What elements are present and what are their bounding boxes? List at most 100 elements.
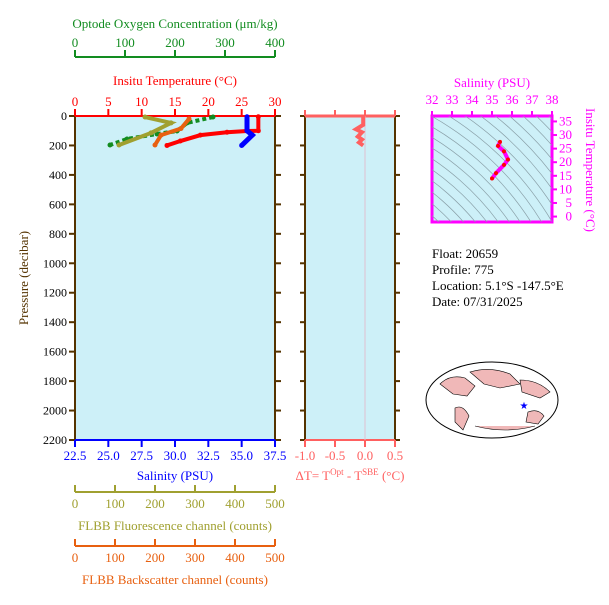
location: Location: 5.1°S -147.5°E bbox=[432, 278, 564, 293]
ts-x-axis-label: Salinity (PSU) bbox=[454, 75, 530, 90]
ts-y-tick-label: 35 bbox=[559, 113, 572, 128]
fluorescence-point bbox=[148, 130, 154, 136]
delta-label-part: - T bbox=[344, 468, 363, 483]
y-tick-label: 1000 bbox=[43, 256, 67, 270]
fluorescence-tick-label: 200 bbox=[145, 496, 165, 511]
y-tick-label: 1400 bbox=[43, 315, 67, 329]
temperature-tick-label: 0 bbox=[72, 94, 79, 109]
ts-x-tick-label: 37 bbox=[526, 92, 540, 107]
temperature-point bbox=[224, 129, 230, 135]
density-contour bbox=[432, 126, 532, 222]
temperature-point bbox=[197, 132, 203, 138]
density-contour bbox=[432, 158, 499, 222]
y-tick-label: 600 bbox=[49, 197, 67, 211]
density-contour bbox=[432, 180, 476, 222]
salinity-tick-label: 22.5 bbox=[64, 448, 87, 463]
salinity-point bbox=[244, 114, 250, 120]
temperature-tick-label: 5 bbox=[105, 94, 112, 109]
fluorescence-tick-label: 300 bbox=[185, 496, 205, 511]
temperature-tick-label: 15 bbox=[169, 94, 182, 109]
salinity-tick-label: 27.5 bbox=[130, 448, 153, 463]
density-contour bbox=[448, 116, 552, 222]
backscatter-point bbox=[186, 116, 192, 122]
backscatter-point bbox=[158, 132, 164, 138]
ts-y-tick-label: 30 bbox=[559, 127, 572, 142]
float-id: Float: 20659 bbox=[432, 246, 499, 261]
y-tick-label: 2000 bbox=[43, 404, 67, 418]
temperature-tick-label: 30 bbox=[269, 94, 282, 109]
ts-x-tick-label: 35 bbox=[486, 92, 499, 107]
salinity-point bbox=[239, 142, 245, 148]
ts-x-tick-label: 32 bbox=[426, 92, 439, 107]
y-tick-label: 0 bbox=[61, 109, 67, 123]
density-contour bbox=[508, 116, 552, 160]
ts-point bbox=[496, 143, 500, 148]
fluorescence-tick-label: 100 bbox=[105, 496, 125, 511]
ts-point bbox=[494, 171, 498, 176]
oxygen-tick-label: 300 bbox=[215, 35, 235, 50]
fluorescence-profile-line bbox=[118, 115, 177, 147]
date: Date: 07/31/2025 bbox=[432, 294, 523, 309]
fluorescence-point bbox=[116, 142, 122, 148]
delta-axis-label: ΔT= TOpt - TSBE (°C) bbox=[296, 467, 405, 483]
backscatter-point bbox=[178, 126, 184, 132]
temperature-tick-label: 10 bbox=[135, 94, 148, 109]
density-contour bbox=[432, 203, 452, 222]
ts-x-tick-label: 38 bbox=[546, 92, 559, 107]
ts-point bbox=[502, 149, 506, 154]
ts-y-tick-label: 5 bbox=[566, 195, 573, 210]
ts-point bbox=[506, 157, 510, 162]
salinity-tick-label: 30.0 bbox=[164, 448, 187, 463]
delta-label-part: SBE bbox=[362, 467, 379, 477]
density-contour bbox=[432, 116, 542, 222]
profile-number: Profile: 775 bbox=[432, 262, 494, 277]
fluorescence-point bbox=[142, 114, 148, 120]
y-tick-label: 1800 bbox=[43, 374, 67, 388]
ts-y-axis-label: Insitu Temperature (°C) bbox=[583, 108, 598, 232]
backscatter-tick-label: 100 bbox=[105, 550, 125, 565]
ts-y-tick-label: 10 bbox=[559, 181, 572, 196]
y-tick-label: 200 bbox=[49, 138, 67, 152]
backscatter-point bbox=[152, 142, 158, 148]
delta-label-part: (°C) bbox=[379, 468, 405, 483]
backscatter-axis-label: FLBB Backscatter channel (counts) bbox=[82, 572, 268, 587]
oxygen-point bbox=[210, 114, 216, 120]
ts-y-tick-label: 25 bbox=[559, 141, 572, 156]
ts-panel bbox=[430, 114, 554, 224]
salinity-tick-label: 37.5 bbox=[264, 448, 287, 463]
fluorescence-tick-label: 400 bbox=[225, 496, 245, 511]
temperature-tick-label: 25 bbox=[235, 94, 248, 109]
salinity-point bbox=[249, 132, 255, 138]
ts-point bbox=[502, 162, 506, 167]
oxygen-point bbox=[107, 142, 113, 148]
salinity-point bbox=[244, 128, 250, 134]
density-contour bbox=[432, 136, 521, 222]
fluorescence-tick-label: 0 bbox=[72, 496, 79, 511]
ts-y-tick-label: 15 bbox=[559, 168, 572, 183]
ts-x-tick-label: 36 bbox=[506, 92, 520, 107]
delta-panel bbox=[304, 115, 396, 441]
delta-tick-label: 0.5 bbox=[387, 448, 403, 463]
continents bbox=[439, 369, 551, 431]
density-contour bbox=[432, 191, 465, 222]
ts-y-tick-label: 20 bbox=[559, 154, 572, 169]
backscatter-tick-label: 0 bbox=[72, 550, 79, 565]
salinity-tick-label: 25.0 bbox=[97, 448, 120, 463]
main-panel bbox=[74, 115, 276, 441]
density-contour bbox=[494, 116, 552, 175]
temperature-axis-label: Insitu Temperature (°C) bbox=[113, 73, 237, 88]
fluorescence-point bbox=[168, 120, 174, 126]
delta-tick-label: -0.5 bbox=[325, 448, 346, 463]
ts-point bbox=[490, 176, 494, 181]
oxygen-axis-label: Optode Oxygen Concentration (μm/kg) bbox=[72, 16, 277, 31]
salinity-tick-label: 32.5 bbox=[197, 448, 220, 463]
backscatter-tick-label: 300 bbox=[185, 550, 205, 565]
oxygen-tick-label: 400 bbox=[265, 35, 285, 50]
temperature-point bbox=[255, 128, 261, 134]
density-contour bbox=[464, 116, 552, 206]
fluorescence-tick-label: 500 bbox=[265, 496, 285, 511]
temperature-point bbox=[255, 114, 261, 120]
delta-label-part: Opt bbox=[330, 467, 344, 477]
